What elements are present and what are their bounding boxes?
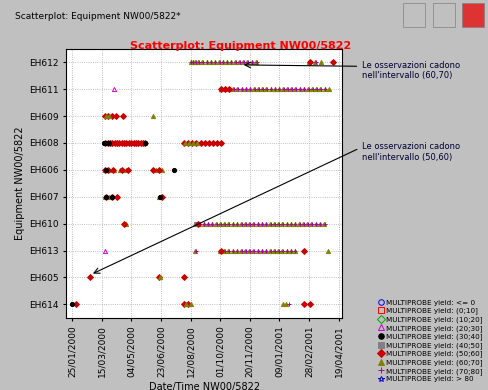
- Text: Le osservazioni cadono
nell'intervallo (60,70): Le osservazioni cadono nell'intervallo (…: [361, 60, 459, 80]
- Y-axis label: Equipment NW00/5822: Equipment NW00/5822: [15, 126, 24, 240]
- FancyBboxPatch shape: [403, 3, 425, 27]
- Text: Scatterplot: Equipment NW00/5822*: Scatterplot: Equipment NW00/5822*: [15, 12, 180, 21]
- Legend: MULTIPROBE yield: <= 0, MULTIPROBE yield: (0;10], MULTIPROBE yield: (10;20], MUL: MULTIPROBE yield: <= 0, MULTIPROBE yield…: [377, 300, 482, 383]
- Text: Le osservazioni cadono
nell'intervallo (50,60): Le osservazioni cadono nell'intervallo (…: [361, 142, 459, 162]
- FancyBboxPatch shape: [461, 3, 483, 27]
- X-axis label: Date/Time NW00/5822: Date/Time NW00/5822: [148, 381, 259, 390]
- Text: Scatterplot: Equipment NW00/5822: Scatterplot: Equipment NW00/5822: [129, 41, 350, 51]
- FancyBboxPatch shape: [432, 3, 454, 27]
